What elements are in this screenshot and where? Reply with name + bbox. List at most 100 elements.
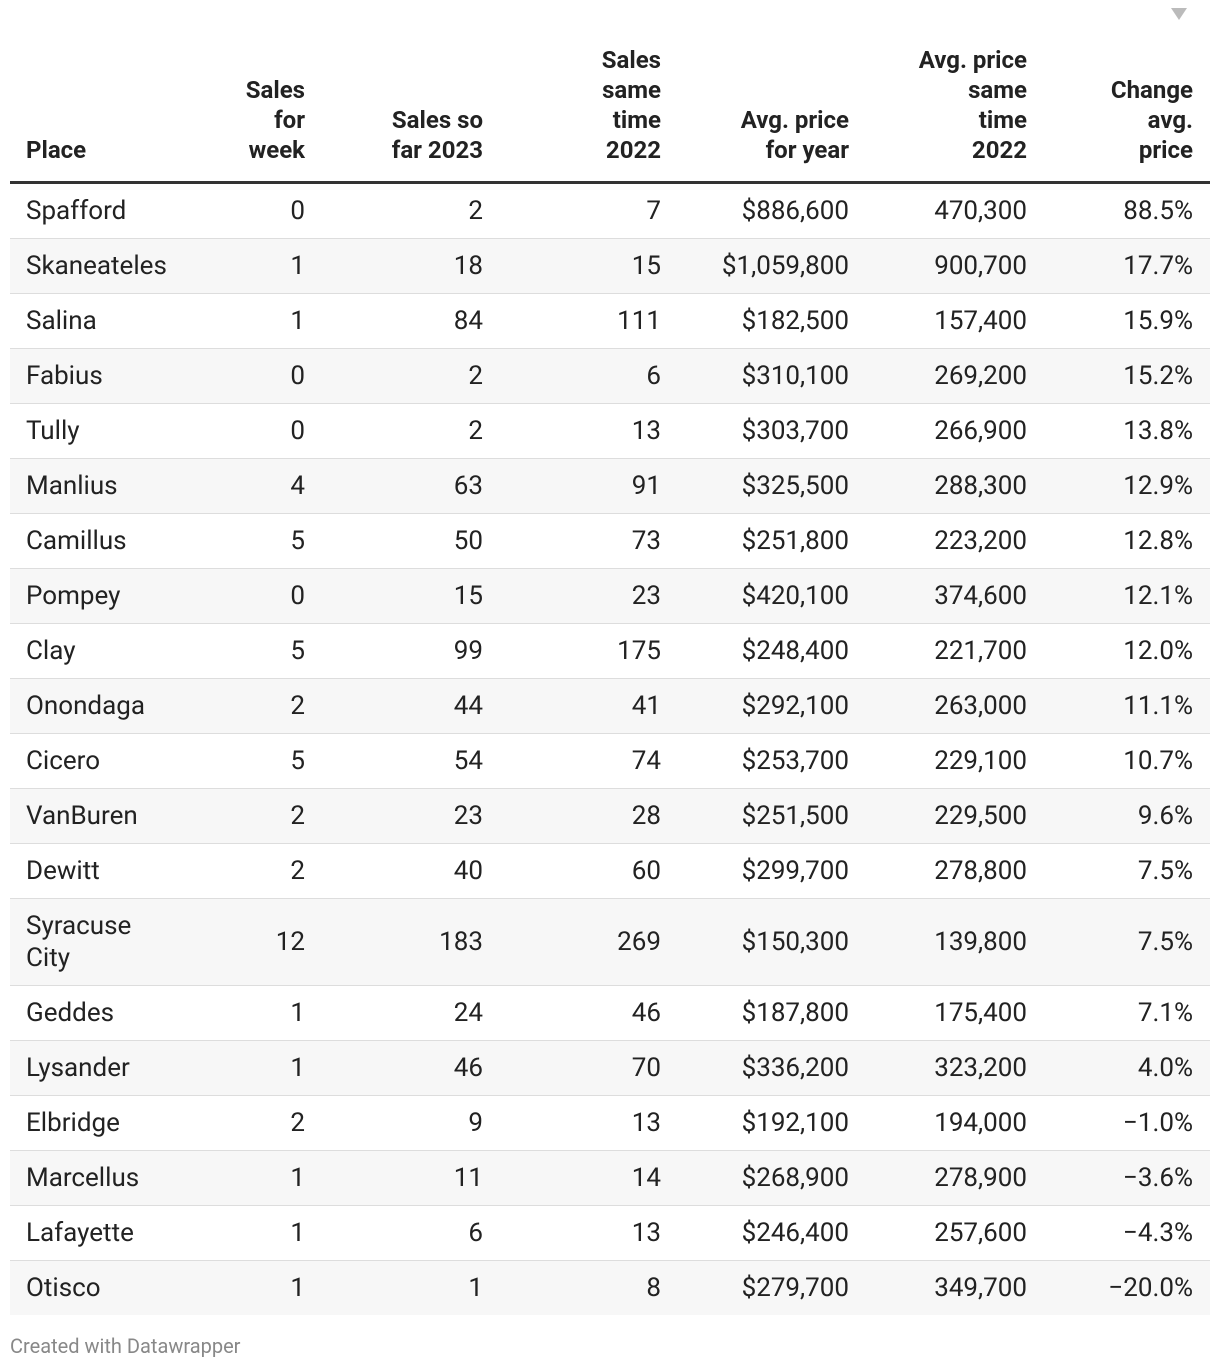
header-line: 2022: [971, 136, 1027, 164]
value-cell: −1.0%: [1042, 1095, 1210, 1151]
value-cell: $192,100: [676, 1095, 864, 1151]
value-cell: 18: [320, 238, 498, 294]
value-cell: $182,500: [676, 293, 864, 349]
header-line: week: [248, 136, 305, 164]
column-header[interactable]: Avg. price for year: [676, 45, 864, 184]
value-cell: 88.5%: [1042, 182, 1210, 239]
value-cell: $248,400: [676, 623, 864, 679]
value-cell: $310,100: [676, 348, 864, 404]
value-cell: $251,800: [676, 513, 864, 569]
column-header[interactable]: Sales so far 2023: [320, 45, 498, 184]
value-cell: 63: [320, 458, 498, 514]
value-cell: 8: [498, 1260, 676, 1315]
value-cell: 2: [210, 1095, 320, 1151]
value-cell: $292,100: [676, 678, 864, 734]
table-row: Spafford 0 2 7 $886,600 470,300 88.5%: [10, 182, 1210, 239]
value-cell: 223,200: [864, 513, 1042, 569]
value-cell: 6: [498, 348, 676, 404]
value-cell: 46: [320, 1040, 498, 1096]
header-line: Sales: [245, 76, 305, 104]
header-line: far 2023: [391, 136, 483, 164]
value-cell: 374,600: [864, 568, 1042, 624]
value-cell: 0: [210, 182, 320, 239]
table-row: Syracuse City 12 183 269 $150,300 139,800 7.5%: [10, 898, 1210, 986]
value-cell: $253,700: [676, 733, 864, 789]
value-cell: 23: [320, 788, 498, 844]
value-cell: 1: [210, 1260, 320, 1315]
column-header[interactable]: Change avg. price: [1042, 8, 1210, 184]
header-line: Place: [26, 136, 87, 164]
table-body: Spafford 0 2 7 $886,600 470,300 88.5% Skaneatel…: [10, 182, 1210, 1315]
value-cell: 7.5%: [1042, 898, 1210, 986]
value-cell: 40: [320, 843, 498, 899]
column-header[interactable]: Sales for week: [210, 45, 320, 184]
value-cell: 7.5%: [1042, 843, 1210, 899]
header-line: Sales: [601, 46, 661, 74]
table-row: Clay 5 99 175 $248,400 221,700 12.0%: [10, 623, 1210, 679]
header-line: time: [612, 106, 661, 134]
value-cell: 900,700: [864, 238, 1042, 294]
value-cell: 1: [210, 985, 320, 1041]
place-cell: Spafford: [10, 182, 210, 239]
value-cell: 266,900: [864, 403, 1042, 459]
value-cell: $150,300: [676, 898, 864, 986]
value-cell: 11: [320, 1150, 498, 1206]
value-cell: 4: [210, 458, 320, 514]
place-cell: Cicero: [10, 733, 210, 789]
place-cell: Manlius: [10, 458, 210, 514]
value-cell: 175,400: [864, 985, 1042, 1041]
value-cell: 0: [210, 403, 320, 459]
table-row: Lafayette 1 6 13 $246,400 257,600 −4.3%: [10, 1205, 1210, 1261]
table-row: Salina 1 84 111 $182,500 157,400 15.9%: [10, 293, 1210, 349]
sort-arrow: [1171, 8, 1187, 20]
place-cell: Dewitt: [10, 843, 210, 899]
value-cell: 70: [498, 1040, 676, 1096]
place-cell: VanBuren: [10, 788, 210, 844]
value-cell: 15: [498, 238, 676, 294]
value-cell: 257,600: [864, 1205, 1042, 1261]
value-cell: 5: [210, 733, 320, 789]
place-cell: Clay: [10, 623, 210, 679]
value-cell: 229,100: [864, 733, 1042, 789]
value-cell: 194,000: [864, 1095, 1042, 1151]
value-cell: $336,200: [676, 1040, 864, 1096]
value-cell: 23: [498, 568, 676, 624]
value-cell: 269,200: [864, 348, 1042, 404]
table-row: Onondaga 2 44 41 $292,100 263,000 11.1%: [10, 678, 1210, 734]
value-cell: 11.1%: [1042, 678, 1210, 734]
place-cell: Syracuse City: [10, 898, 210, 986]
value-cell: 13: [498, 403, 676, 459]
value-cell: 278,900: [864, 1150, 1042, 1206]
column-header[interactable]: Avg. price same time 2022: [864, 45, 1042, 184]
value-cell: 14: [498, 1150, 676, 1206]
value-cell: 1: [210, 238, 320, 294]
table-row: Geddes 1 24 46 $187,800 175,400 7.1%: [10, 985, 1210, 1041]
value-cell: $279,700: [676, 1260, 864, 1315]
header-line: Sales so: [391, 106, 483, 134]
value-cell: 15: [320, 568, 498, 624]
value-cell: 13.8%: [1042, 403, 1210, 459]
value-cell: 6: [320, 1205, 498, 1261]
value-cell: 54: [320, 733, 498, 789]
value-cell: $886,600: [676, 182, 864, 239]
column-header[interactable]: Place: [10, 45, 210, 184]
value-cell: 323,200: [864, 1040, 1042, 1096]
value-cell: 288,300: [864, 458, 1042, 514]
value-cell: 269: [498, 898, 676, 986]
value-cell: 2: [320, 182, 498, 239]
value-cell: 12.8%: [1042, 513, 1210, 569]
column-header[interactable]: Sales same time 2022: [498, 45, 676, 184]
table-row: Fabius 0 2 6 $310,100 269,200 15.2%: [10, 348, 1210, 404]
table-row: Camillus 5 50 73 $251,800 223,200 12.8%: [10, 513, 1210, 569]
place-cell: Fabius: [10, 348, 210, 404]
value-cell: 1: [320, 1260, 498, 1315]
value-cell: 2: [320, 348, 498, 404]
value-cell: 221,700: [864, 623, 1042, 679]
value-cell: $246,400: [676, 1205, 864, 1261]
value-cell: 1: [210, 1040, 320, 1096]
value-cell: $420,100: [676, 568, 864, 624]
place-cell: Otisco: [10, 1260, 210, 1315]
place-cell: Geddes: [10, 985, 210, 1041]
value-cell: 17.7%: [1042, 238, 1210, 294]
value-cell: 1: [210, 1150, 320, 1206]
